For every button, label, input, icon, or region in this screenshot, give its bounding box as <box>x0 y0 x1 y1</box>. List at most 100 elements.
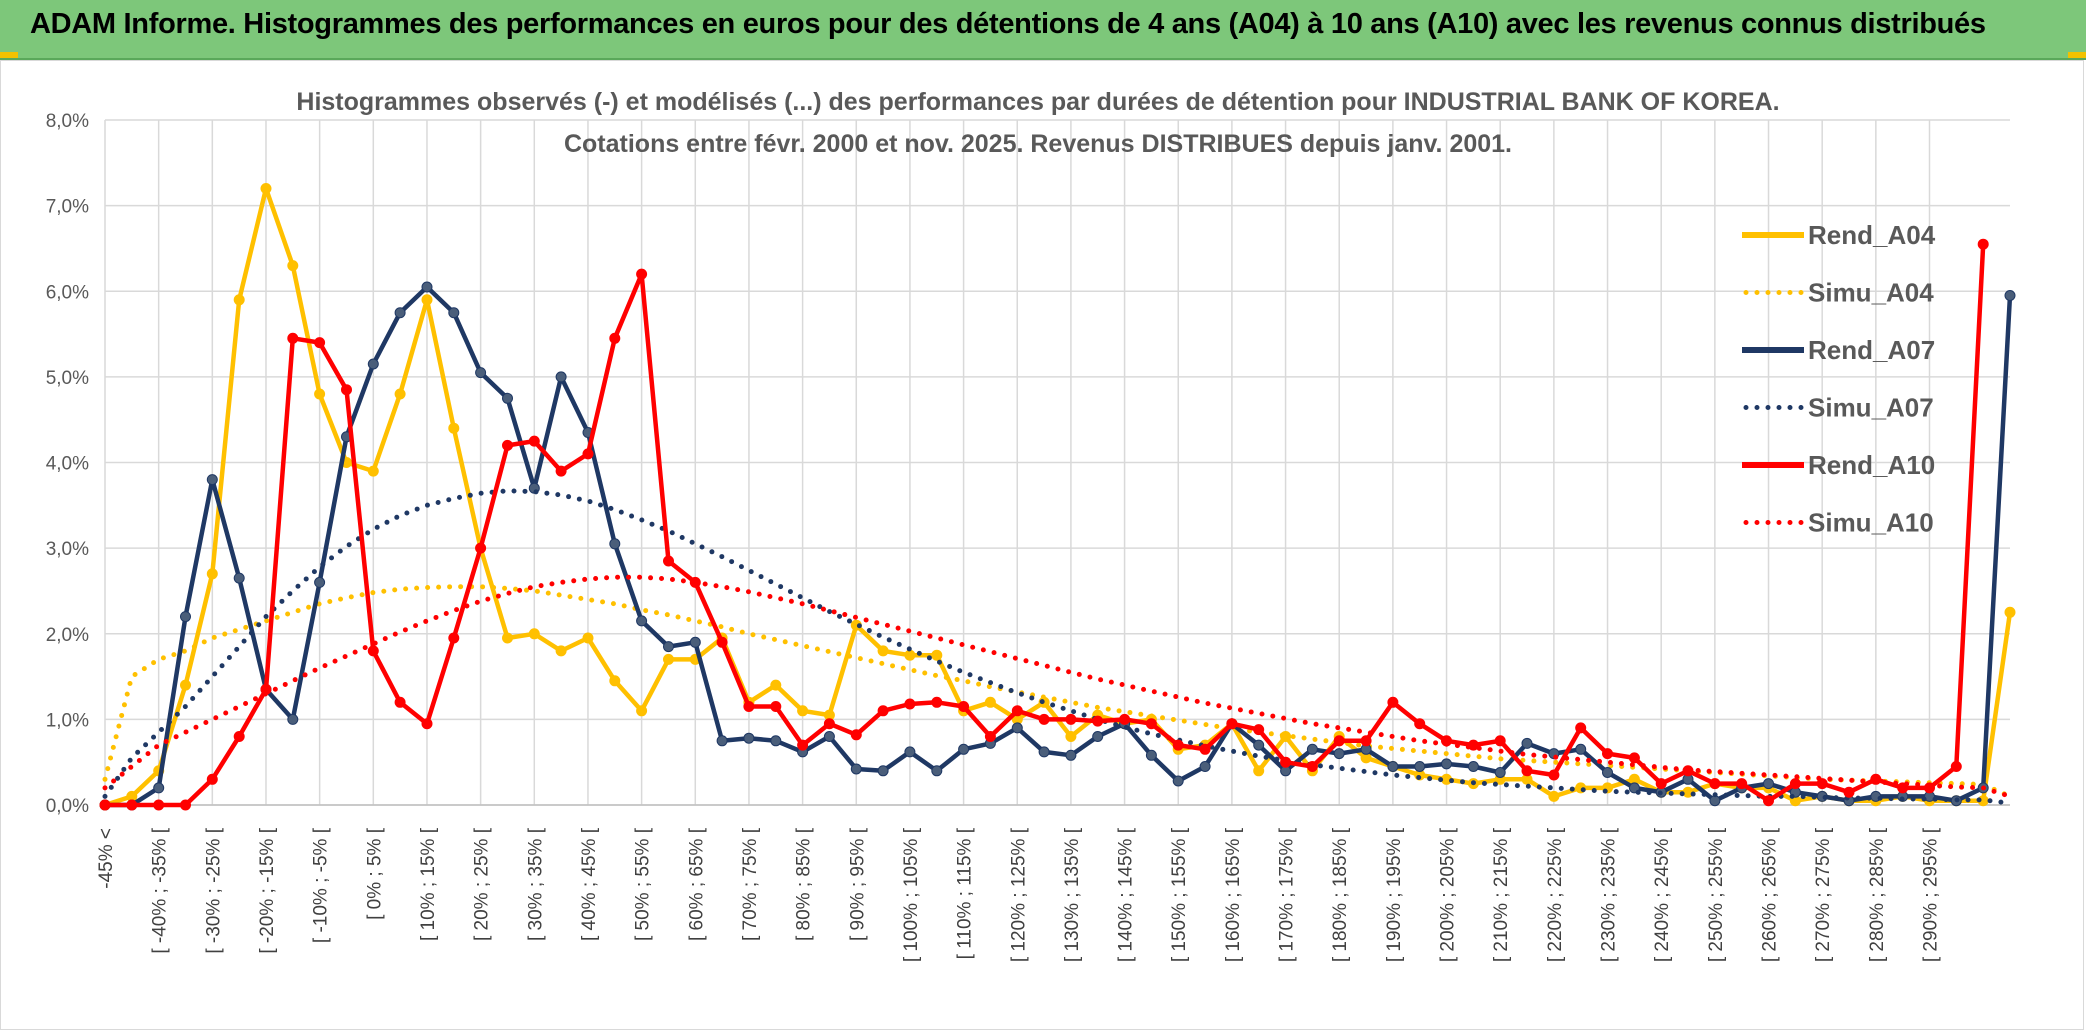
data-point <box>877 765 889 777</box>
x-tick-label: [ -40% ; -35% [ <box>150 827 171 953</box>
data-point <box>1602 748 1613 760</box>
y-tick-label: 5,0% <box>46 368 89 389</box>
data-point <box>958 743 970 755</box>
data-point <box>663 653 674 665</box>
data-point <box>1253 739 1265 751</box>
chart-frame <box>0 60 2084 1030</box>
data-point <box>1145 718 1157 730</box>
data-point <box>1253 724 1265 736</box>
x-tick-label: -45% < <box>96 828 117 889</box>
x-tick-label: [ 270% ; 275% [ <box>1813 827 1834 962</box>
data-point <box>770 701 782 712</box>
legend: Rend_A04 Simu_A04 Rend_A07 Simu_A07 Rend_A10… <box>1742 220 1936 538</box>
data-point <box>931 696 943 708</box>
legend-label: Simu_A04 <box>1808 278 1934 308</box>
data-point <box>1843 786 1855 798</box>
x-tick-label: [ 130% ; 135% [ <box>1062 827 1083 962</box>
data-point <box>206 474 218 486</box>
legend-entry: Rend_A04 <box>1742 220 1936 250</box>
data-point <box>233 731 245 742</box>
series-line <box>102 488 2013 806</box>
data-point <box>528 435 540 447</box>
x-tick-label: [ 150% ; 155% [ <box>1169 827 1190 962</box>
legend-entry: Simu_A07 <box>1743 393 1934 423</box>
data-point <box>502 439 513 451</box>
header-banner: ADAM Informe. Histogrammes des performan… <box>0 0 2086 60</box>
data-point <box>823 731 835 742</box>
x-tick-label: [ 200% ; 205% [ <box>1438 827 1459 962</box>
data-point <box>528 628 540 640</box>
data-point <box>180 611 191 623</box>
data-point <box>1575 722 1587 734</box>
data-point <box>1065 731 1077 742</box>
data-point <box>609 538 621 550</box>
data-point <box>1119 713 1131 725</box>
data-point <box>904 698 916 710</box>
data-point <box>716 636 728 648</box>
data-point <box>180 679 191 691</box>
data-point <box>367 358 379 370</box>
series-rend-a07 <box>99 281 2016 811</box>
data-point <box>636 615 648 627</box>
data-point <box>1950 761 1962 772</box>
data-point <box>1092 731 1104 742</box>
data-point <box>502 632 513 644</box>
data-point <box>555 371 567 383</box>
data-point <box>1414 718 1426 730</box>
data-point <box>797 705 809 717</box>
data-point <box>743 701 755 712</box>
y-tick-label: 7,0% <box>46 197 89 218</box>
data-point <box>1306 743 1318 755</box>
data-point <box>2004 606 2016 618</box>
data-point <box>314 337 326 349</box>
data-point <box>1521 737 1533 749</box>
data-point <box>1253 765 1265 777</box>
data-point <box>877 645 889 657</box>
data-point <box>1763 778 1774 790</box>
data-point <box>663 641 674 653</box>
data-point <box>850 763 862 775</box>
series-simu-a07 <box>102 488 2013 806</box>
data-point <box>1092 715 1104 727</box>
data-point <box>1065 713 1077 725</box>
x-tick-label: [ 20% ; 25% [ <box>472 827 493 941</box>
x-tick-label: [ 50% ; 55% [ <box>633 827 654 941</box>
data-point <box>797 739 809 751</box>
x-tick-label: [ 210% ; 215% [ <box>1491 827 1512 962</box>
data-point <box>716 735 728 747</box>
x-tick-label: [ 120% ; 125% [ <box>1008 827 1029 962</box>
data-point <box>421 718 433 730</box>
data-point <box>770 679 782 691</box>
data-point <box>475 542 487 554</box>
data-point <box>1226 718 1238 730</box>
x-tick-label: [ 60% ; 65% [ <box>686 827 707 941</box>
series-line <box>102 584 2013 799</box>
grid <box>104 119 2010 806</box>
series-line <box>102 574 2013 799</box>
legend-label: Rend_A10 <box>1808 450 1935 480</box>
data-point <box>555 465 567 477</box>
data-point <box>287 713 299 725</box>
legend-entry: Rend_A10 <box>1742 450 1935 480</box>
data-point <box>1280 756 1292 768</box>
data-point <box>1306 761 1318 772</box>
legend-label: Simu_A10 <box>1808 508 1934 538</box>
data-point <box>555 645 567 657</box>
data-point <box>1387 761 1399 772</box>
data-point <box>1199 761 1211 772</box>
x-tick-label: [ -10% ; -5% [ <box>311 827 332 943</box>
data-point <box>448 632 460 644</box>
data-point <box>1333 748 1345 760</box>
x-tick-label: [ 100% ; 105% [ <box>901 827 922 962</box>
data-point <box>1172 739 1184 751</box>
data-point <box>260 183 272 194</box>
x-tick-label: [ -20% ; -15% [ <box>257 827 278 953</box>
data-point <box>1494 767 1506 778</box>
x-tick-label: [ 160% ; 165% [ <box>1223 827 1244 962</box>
data-point <box>1038 746 1050 758</box>
data-point <box>1709 795 1721 807</box>
data-point <box>1414 761 1426 772</box>
legend-label: Rend_A07 <box>1808 335 1935 365</box>
data-point <box>1628 752 1640 764</box>
y-tick-label: 8,0% <box>46 111 89 132</box>
